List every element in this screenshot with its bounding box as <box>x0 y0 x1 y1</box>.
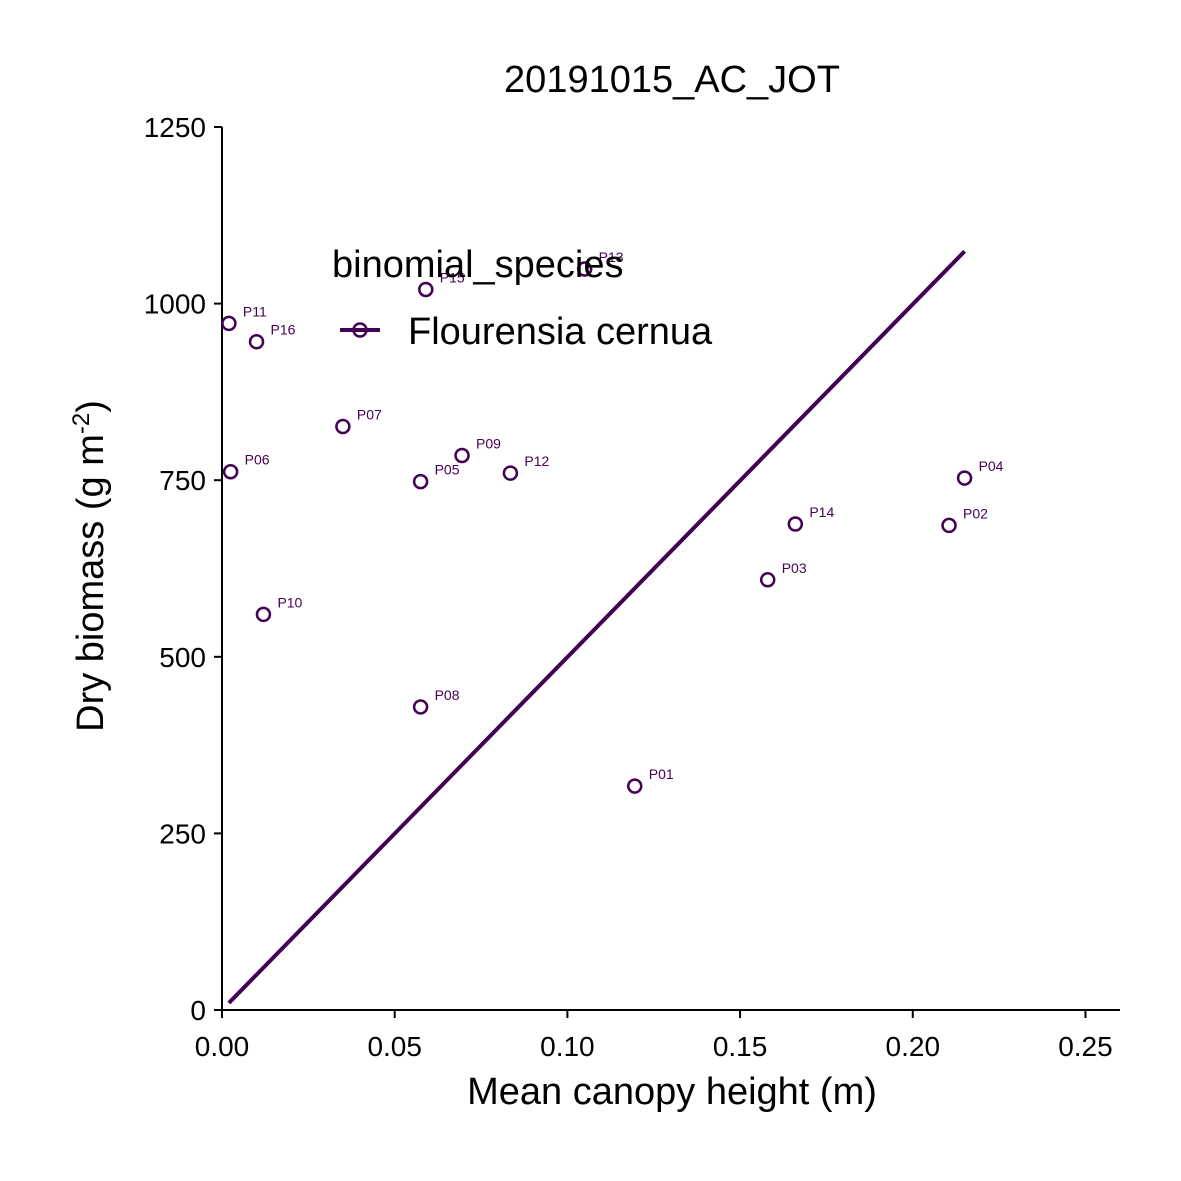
data-point <box>626 778 643 794</box>
point-label: P10 <box>277 594 302 610</box>
x-tick-label: 0.10 <box>540 1031 595 1062</box>
point-label: P02 <box>963 505 988 521</box>
x-tick-label: 0.25 <box>1058 1031 1113 1062</box>
data-point <box>418 281 434 298</box>
fit-line <box>227 249 967 1005</box>
axes: 0.00 0.05 0.10 0.15 0.20 0.25 0 250 500 750 1000 12… <box>144 112 1120 1062</box>
y-tick-label: 0 <box>190 995 206 1026</box>
data-point <box>576 261 593 277</box>
data-point <box>454 447 470 464</box>
point-label: P14 <box>809 504 834 520</box>
chart-title: 20191015_AC_JOT <box>504 59 840 101</box>
data-point <box>759 572 776 588</box>
y-axis-title: Dry biomass (g m-2) <box>68 400 112 732</box>
point-label: P06 <box>245 452 270 468</box>
point-label: P03 <box>782 560 807 576</box>
point-label: P13 <box>599 249 624 265</box>
data-point <box>255 606 272 623</box>
x-tick-label: 0.15 <box>713 1031 768 1062</box>
x-tick-label: 0.20 <box>886 1031 941 1062</box>
data-point <box>941 517 957 534</box>
x-tick-label: 0.00 <box>195 1031 250 1062</box>
data-point <box>335 418 351 435</box>
point-label: P12 <box>524 453 549 469</box>
data-point <box>956 470 973 486</box>
point-label: P04 <box>979 458 1004 474</box>
point-label: P15 <box>440 269 465 285</box>
legend: binomial_species Flourensia cernua <box>332 244 713 353</box>
x-axis-title: Mean canopy height (m) <box>467 1071 877 1113</box>
y-tick-label: 1000 <box>144 289 206 320</box>
data-point <box>222 463 239 480</box>
y-tick-label: 1250 <box>144 112 206 143</box>
legend-label: Flourensia cernua <box>408 311 713 353</box>
data-point <box>787 516 804 532</box>
point-label: P16 <box>271 322 296 338</box>
legend-title: binomial_species <box>332 244 624 286</box>
point-label: P01 <box>649 766 674 782</box>
y-axis-title-close: ) <box>70 400 112 413</box>
point-label: P11 <box>243 303 267 319</box>
data-point <box>502 465 519 481</box>
x-tick-label: 0.05 <box>367 1031 422 1062</box>
point-label: P09 <box>476 435 501 451</box>
data-point <box>221 315 237 332</box>
point-label: P05 <box>435 462 460 478</box>
point-label: P07 <box>357 407 382 423</box>
y-tick-label: 750 <box>159 465 206 496</box>
points-layer: P01 P02 P03 P04 P05 P06 P07 P08 P09 P10 P11 P12 P13 P… <box>221 249 1004 794</box>
legend-key-point <box>352 322 368 338</box>
y-tick-label: 500 <box>159 642 206 673</box>
y-axis-title-main: Dry biomass (g m <box>70 434 112 732</box>
fit-line-layer <box>227 249 967 1005</box>
data-point <box>248 333 265 350</box>
y-tick-label: 250 <box>159 818 206 849</box>
data-point <box>412 699 429 715</box>
point-label: P08 <box>435 687 460 703</box>
y-axis-title-superscript: -2 <box>68 413 95 434</box>
data-point <box>412 473 429 490</box>
